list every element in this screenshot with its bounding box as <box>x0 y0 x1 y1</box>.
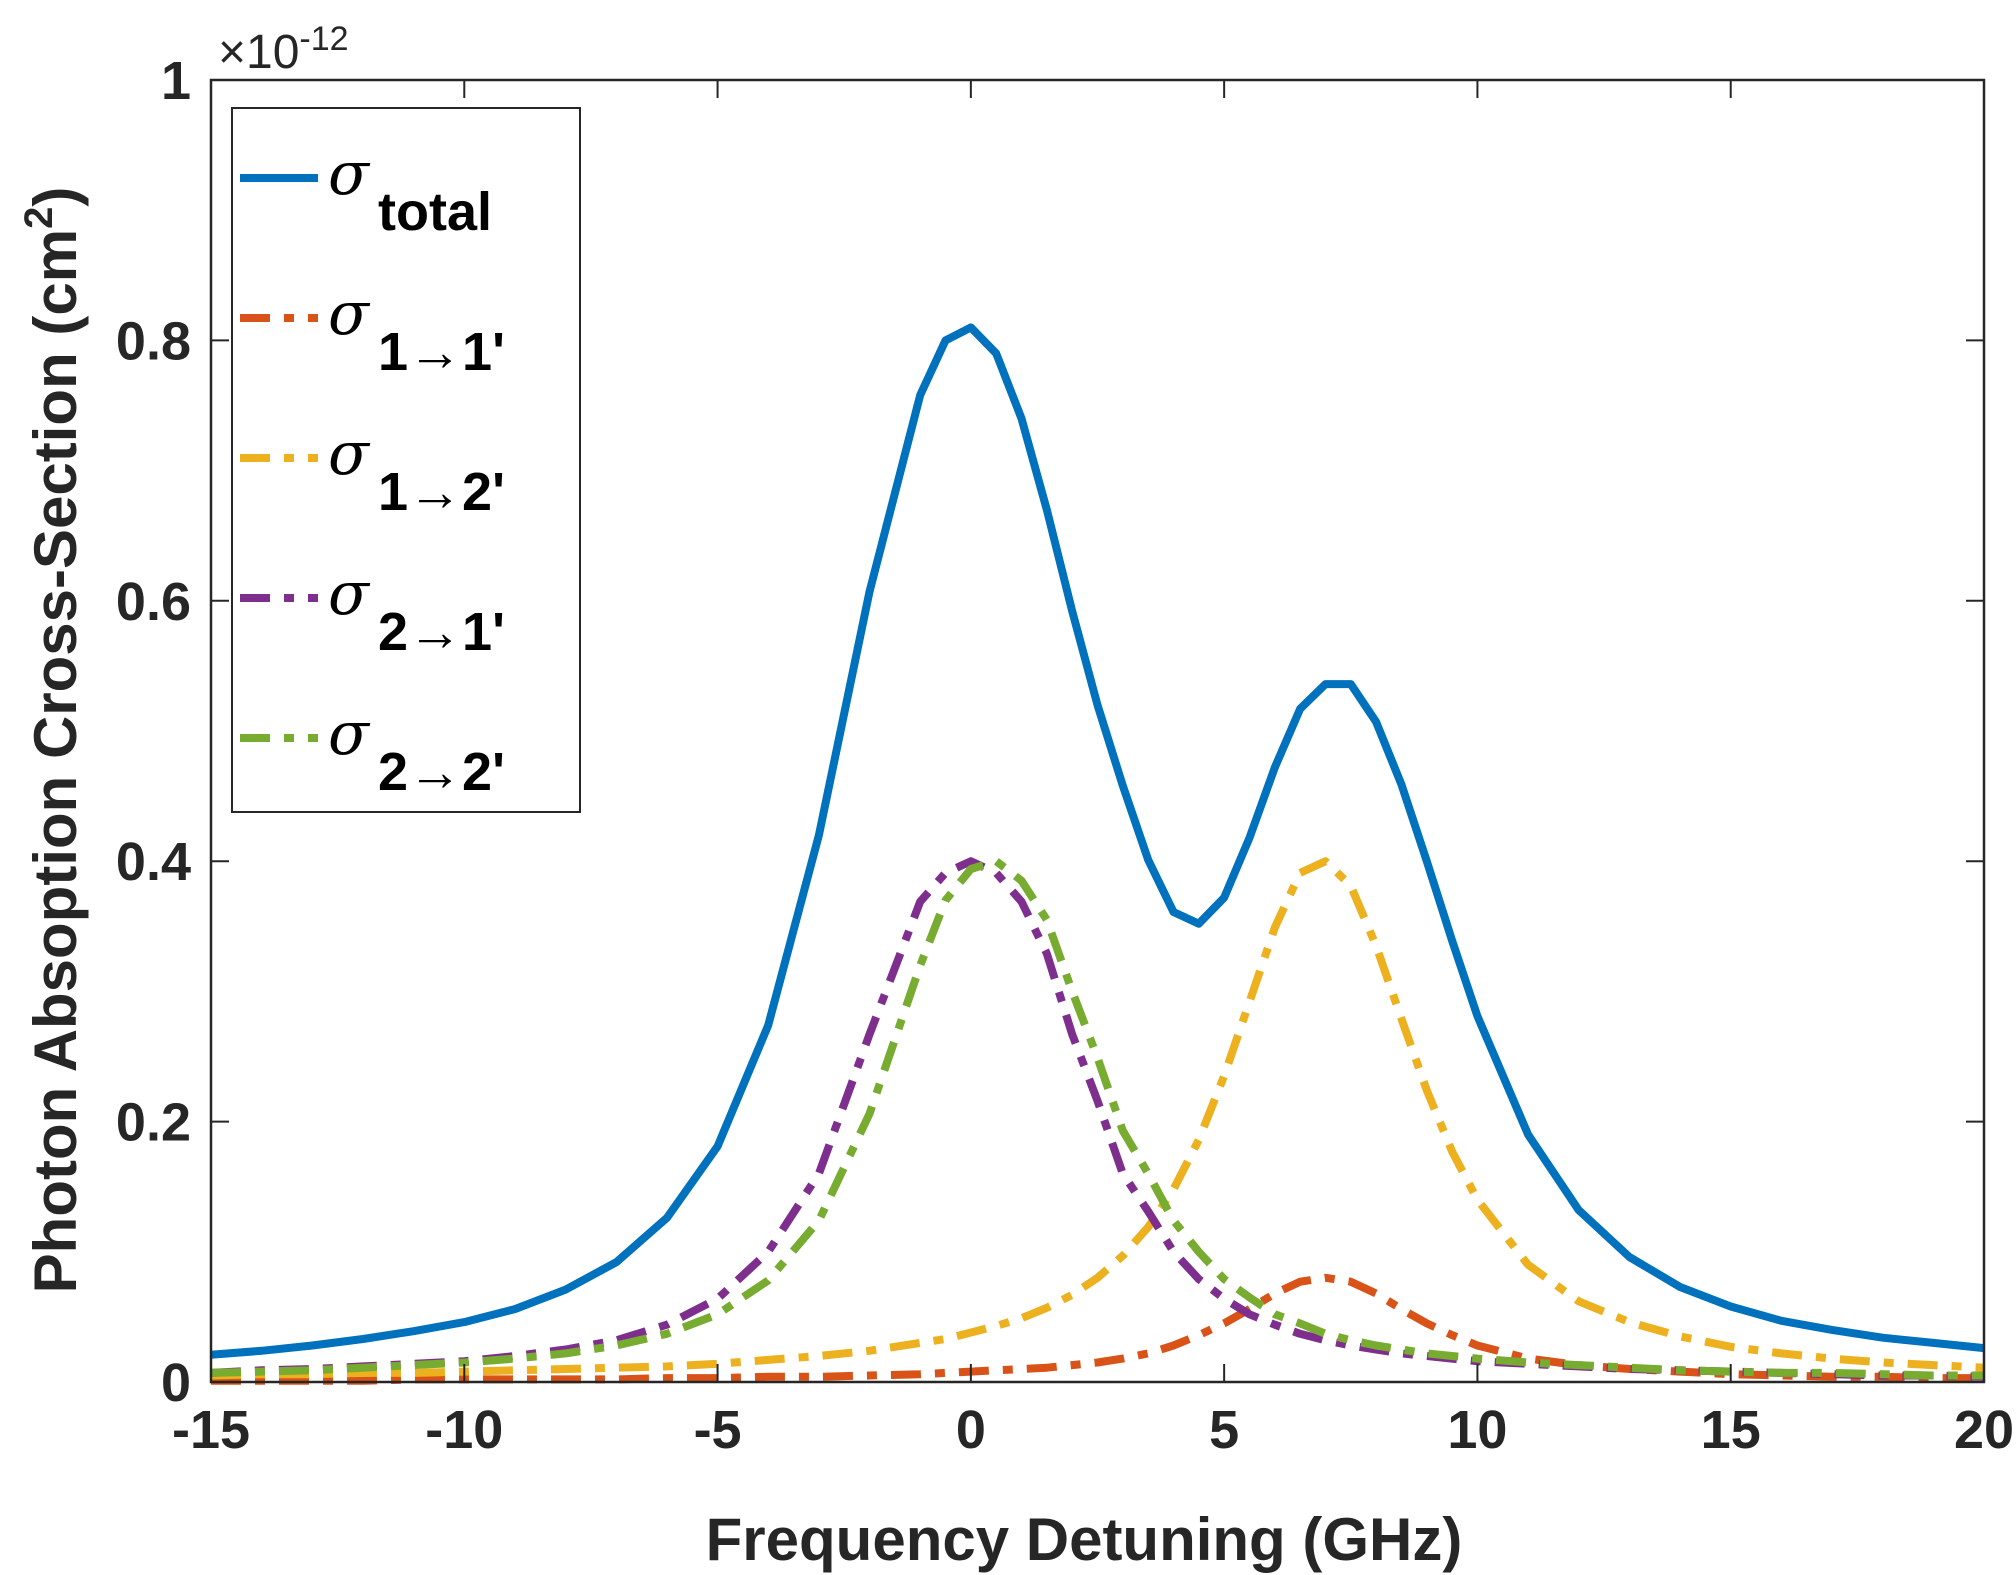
x-tick-label: 5 <box>1209 1400 1239 1460</box>
legend-symbol-2: σ <box>328 419 371 489</box>
series-line-0 <box>210 323 1985 1359</box>
x-tick-label: 15 <box>1701 1400 1761 1460</box>
x-axis-title: Frequency Detuning (GHz) <box>706 1506 1463 1573</box>
legend-subscript-4: 2→2' <box>378 742 505 802</box>
legend-symbol-0: σ <box>328 139 371 209</box>
series-line-1 <box>211 1273 1984 1385</box>
y-tick-label: 0.2 <box>116 1093 191 1153</box>
x-tick-label: -10 <box>425 1400 503 1460</box>
y-tick-label: 0.4 <box>116 832 191 892</box>
x-tick-label: 0 <box>956 1400 986 1460</box>
legend-subscript-1: 1→1' <box>378 322 505 382</box>
y-tick-label: 0.8 <box>116 311 191 371</box>
y-tick-label: 1 <box>161 51 191 111</box>
x-tick-label: -15 <box>172 1400 250 1460</box>
y-tick-label: 0.6 <box>116 572 191 632</box>
legend-symbol-3: σ <box>328 559 371 629</box>
axes-box <box>209 78 1986 1384</box>
legend-symbol-1: σ <box>328 279 371 349</box>
y-axis-title: Photon Absoption Cross-Section (cm2) <box>17 187 89 1294</box>
series-layer <box>210 323 1985 1385</box>
legend-subscript-0: total <box>378 182 492 242</box>
legend-symbol-4: σ <box>328 699 371 769</box>
series-line-2 <box>210 857 1985 1380</box>
x-tick-label: 10 <box>1447 1400 1507 1460</box>
series-line-3 <box>210 857 1985 1381</box>
axes-layer: -15 -10 -5 0 5 10 15 20 0 0.2 0.4 0.6 0.8 1 <box>116 51 2014 1460</box>
x-tick-label: -5 <box>694 1400 742 1460</box>
x-tick-label: 20 <box>1954 1400 2014 1460</box>
series-line-4 <box>210 857 1984 1380</box>
y-exponent-label: ×10-12 <box>218 20 349 79</box>
legend-subscript-3: 2→1' <box>378 602 505 662</box>
legend-subscript-2: 1→2' <box>378 462 505 522</box>
y-tick-label: 0 <box>161 1353 191 1413</box>
